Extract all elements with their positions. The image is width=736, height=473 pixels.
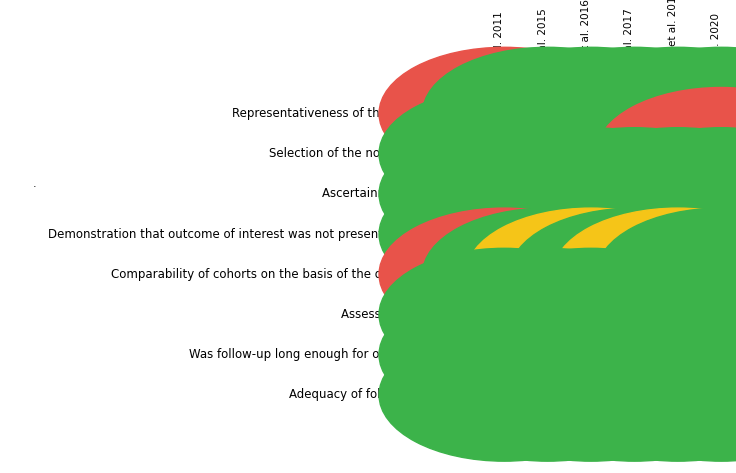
Ellipse shape xyxy=(422,208,673,341)
Text: Adequacy of follow up of cohorts: Adequacy of follow up of cohorts xyxy=(289,388,482,402)
Ellipse shape xyxy=(553,289,736,421)
Ellipse shape xyxy=(466,289,716,421)
Ellipse shape xyxy=(596,208,736,341)
Text: Representativeness of the exposed cohort: Representativeness of the exposed cohort xyxy=(233,107,482,120)
Ellipse shape xyxy=(596,248,736,381)
Ellipse shape xyxy=(596,289,736,421)
Ellipse shape xyxy=(466,128,716,260)
Ellipse shape xyxy=(509,168,736,300)
Text: Assessment of outcome: Assessment of outcome xyxy=(341,308,482,321)
Ellipse shape xyxy=(509,88,736,220)
Text: .: . xyxy=(33,179,37,190)
Ellipse shape xyxy=(379,168,629,300)
Ellipse shape xyxy=(379,47,629,180)
Ellipse shape xyxy=(553,248,736,381)
Text: Yampolsky et al. 2017: Yampolsky et al. 2017 xyxy=(668,0,678,104)
Ellipse shape xyxy=(379,128,629,260)
Ellipse shape xyxy=(422,47,673,180)
Text: Comparability of cohorts on the basis of the design or analysis: Comparability of cohorts on the basis of… xyxy=(111,268,482,281)
Ellipse shape xyxy=(596,47,736,180)
Text: Zuniga et al. 2017: Zuniga et al. 2017 xyxy=(624,9,634,104)
Ellipse shape xyxy=(466,168,716,300)
Ellipse shape xyxy=(553,329,736,461)
Text: Salomon et al. 2016: Salomon et al. 2016 xyxy=(581,0,591,104)
Ellipse shape xyxy=(553,128,736,260)
Text: Was follow-up long enough for outcomes to occur: Was follow-up long enough for outcomes t… xyxy=(189,348,482,361)
Text: Shanti et al. 2011: Shanti et al. 2011 xyxy=(494,11,504,104)
Ellipse shape xyxy=(422,248,673,381)
Ellipse shape xyxy=(379,88,629,220)
Text: Zuniga et al. 2015: Zuniga et al. 2015 xyxy=(537,9,548,104)
Text: Ascertainment of exposure: Ascertainment of exposure xyxy=(322,187,482,201)
Ellipse shape xyxy=(422,88,673,220)
Ellipse shape xyxy=(466,88,716,220)
Ellipse shape xyxy=(509,47,736,180)
Text: Selection of the non exposed cohort: Selection of the non exposed cohort xyxy=(269,147,482,160)
Text: Demonstration that outcome of interest was not present at start of study: Demonstration that outcome of interest w… xyxy=(48,228,482,241)
Ellipse shape xyxy=(422,289,673,421)
Ellipse shape xyxy=(379,329,629,461)
Ellipse shape xyxy=(422,329,673,461)
Ellipse shape xyxy=(596,128,736,260)
Ellipse shape xyxy=(509,289,736,421)
Ellipse shape xyxy=(422,128,673,260)
Ellipse shape xyxy=(596,168,736,300)
Ellipse shape xyxy=(422,168,673,300)
Ellipse shape xyxy=(553,208,736,341)
Ellipse shape xyxy=(379,289,629,421)
Text: Miloro et al. 2020: Miloro et al. 2020 xyxy=(711,13,721,104)
Ellipse shape xyxy=(596,329,736,461)
Ellipse shape xyxy=(553,168,736,300)
Ellipse shape xyxy=(553,88,736,220)
Ellipse shape xyxy=(466,329,716,461)
Ellipse shape xyxy=(553,47,736,180)
Ellipse shape xyxy=(509,208,736,341)
Ellipse shape xyxy=(379,248,629,381)
Ellipse shape xyxy=(596,88,736,220)
Ellipse shape xyxy=(509,329,736,461)
Ellipse shape xyxy=(466,208,716,341)
Ellipse shape xyxy=(466,47,716,180)
Ellipse shape xyxy=(509,128,736,260)
Ellipse shape xyxy=(509,248,736,381)
Ellipse shape xyxy=(466,248,716,381)
Ellipse shape xyxy=(379,208,629,341)
